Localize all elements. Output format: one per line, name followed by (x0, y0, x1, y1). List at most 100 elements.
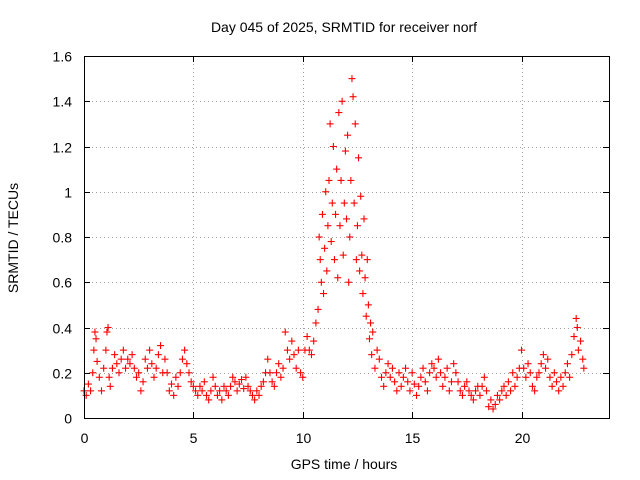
data-point (574, 346, 582, 354)
data-point (504, 378, 512, 386)
data-point (328, 199, 336, 207)
data-point (105, 373, 113, 381)
data-point (358, 251, 366, 259)
data-point (502, 391, 510, 399)
data-point (487, 396, 495, 404)
data-point (326, 120, 334, 128)
data-point (308, 351, 315, 359)
data-point (570, 333, 578, 341)
data-point (573, 324, 581, 331)
data-point (528, 382, 536, 390)
data-point (135, 369, 143, 377)
data-point (338, 97, 346, 105)
data-point (207, 387, 215, 395)
data-point (336, 222, 344, 230)
data-point (511, 382, 519, 390)
data-point (82, 391, 90, 399)
data-point (445, 387, 453, 395)
data-point (87, 387, 95, 395)
data-point (248, 391, 256, 399)
data-point (419, 364, 427, 372)
data-point (542, 364, 550, 372)
data-point (244, 382, 252, 390)
data-point (357, 192, 365, 200)
data-point (111, 351, 119, 359)
data-point (89, 369, 97, 377)
data-point (133, 373, 140, 381)
data-point (428, 360, 436, 368)
data-point (489, 405, 497, 413)
data-point (397, 382, 405, 390)
data-point (537, 360, 545, 368)
data-point (203, 391, 210, 399)
data-point (216, 387, 224, 395)
data-point (352, 256, 360, 264)
data-point (183, 360, 191, 368)
data-point (559, 382, 567, 390)
data-point (344, 131, 352, 139)
data-point (364, 301, 372, 309)
data-point (137, 387, 145, 395)
data-point (539, 351, 547, 359)
data-point (108, 364, 116, 372)
data-point (172, 373, 180, 381)
axis-ticks (84, 56, 609, 419)
data-point (297, 369, 305, 377)
data-point (531, 387, 539, 395)
y-tick-label: 1 (64, 185, 72, 201)
data-point (122, 364, 130, 372)
data-point (130, 364, 138, 372)
data-point (368, 351, 376, 359)
data-point (337, 176, 345, 184)
data-point (518, 346, 525, 354)
data-point (341, 147, 349, 155)
data-point (240, 385, 248, 393)
data-point (113, 360, 121, 368)
data-point (281, 328, 289, 336)
data-point (375, 355, 383, 363)
data-point (273, 369, 280, 377)
data-point (90, 346, 98, 354)
data-point (410, 380, 418, 388)
data-point (483, 387, 490, 395)
data-point (355, 154, 363, 162)
chart-title: Day 045 of 2025, SRMTID for receiver nor… (211, 19, 477, 35)
data-point (332, 210, 340, 218)
data-point (391, 378, 399, 386)
data-point (310, 337, 318, 345)
data-point (163, 369, 171, 377)
data-point (568, 351, 576, 359)
data-point (349, 93, 357, 101)
data-point (255, 391, 263, 399)
data-point (439, 382, 447, 390)
data-point (103, 328, 111, 336)
data-point (399, 373, 407, 381)
x-tick-label: 0 (81, 430, 89, 446)
data-point (209, 373, 217, 381)
data-point (350, 199, 358, 207)
data-point (196, 382, 204, 390)
data-point (478, 382, 486, 390)
data-point (426, 369, 434, 377)
data-point (443, 364, 451, 372)
x-tick-labels: 0 5 10 15 20 (81, 430, 531, 446)
data-point (139, 378, 147, 386)
data-point (526, 369, 534, 377)
data-point (347, 176, 355, 184)
data-point (343, 215, 350, 223)
y-tick-label: 0.8 (53, 230, 73, 246)
data-point (533, 373, 541, 381)
data-point (315, 233, 323, 241)
data-point (580, 364, 588, 372)
data-point (346, 233, 354, 241)
data-point (467, 391, 475, 399)
data-point (417, 373, 425, 381)
y-tick-label: 0.2 (53, 366, 73, 382)
data-point (277, 373, 285, 381)
data-point (480, 373, 488, 381)
data-point (312, 319, 320, 327)
data-point (408, 369, 416, 377)
data-point (229, 373, 237, 381)
data-point (168, 380, 175, 388)
